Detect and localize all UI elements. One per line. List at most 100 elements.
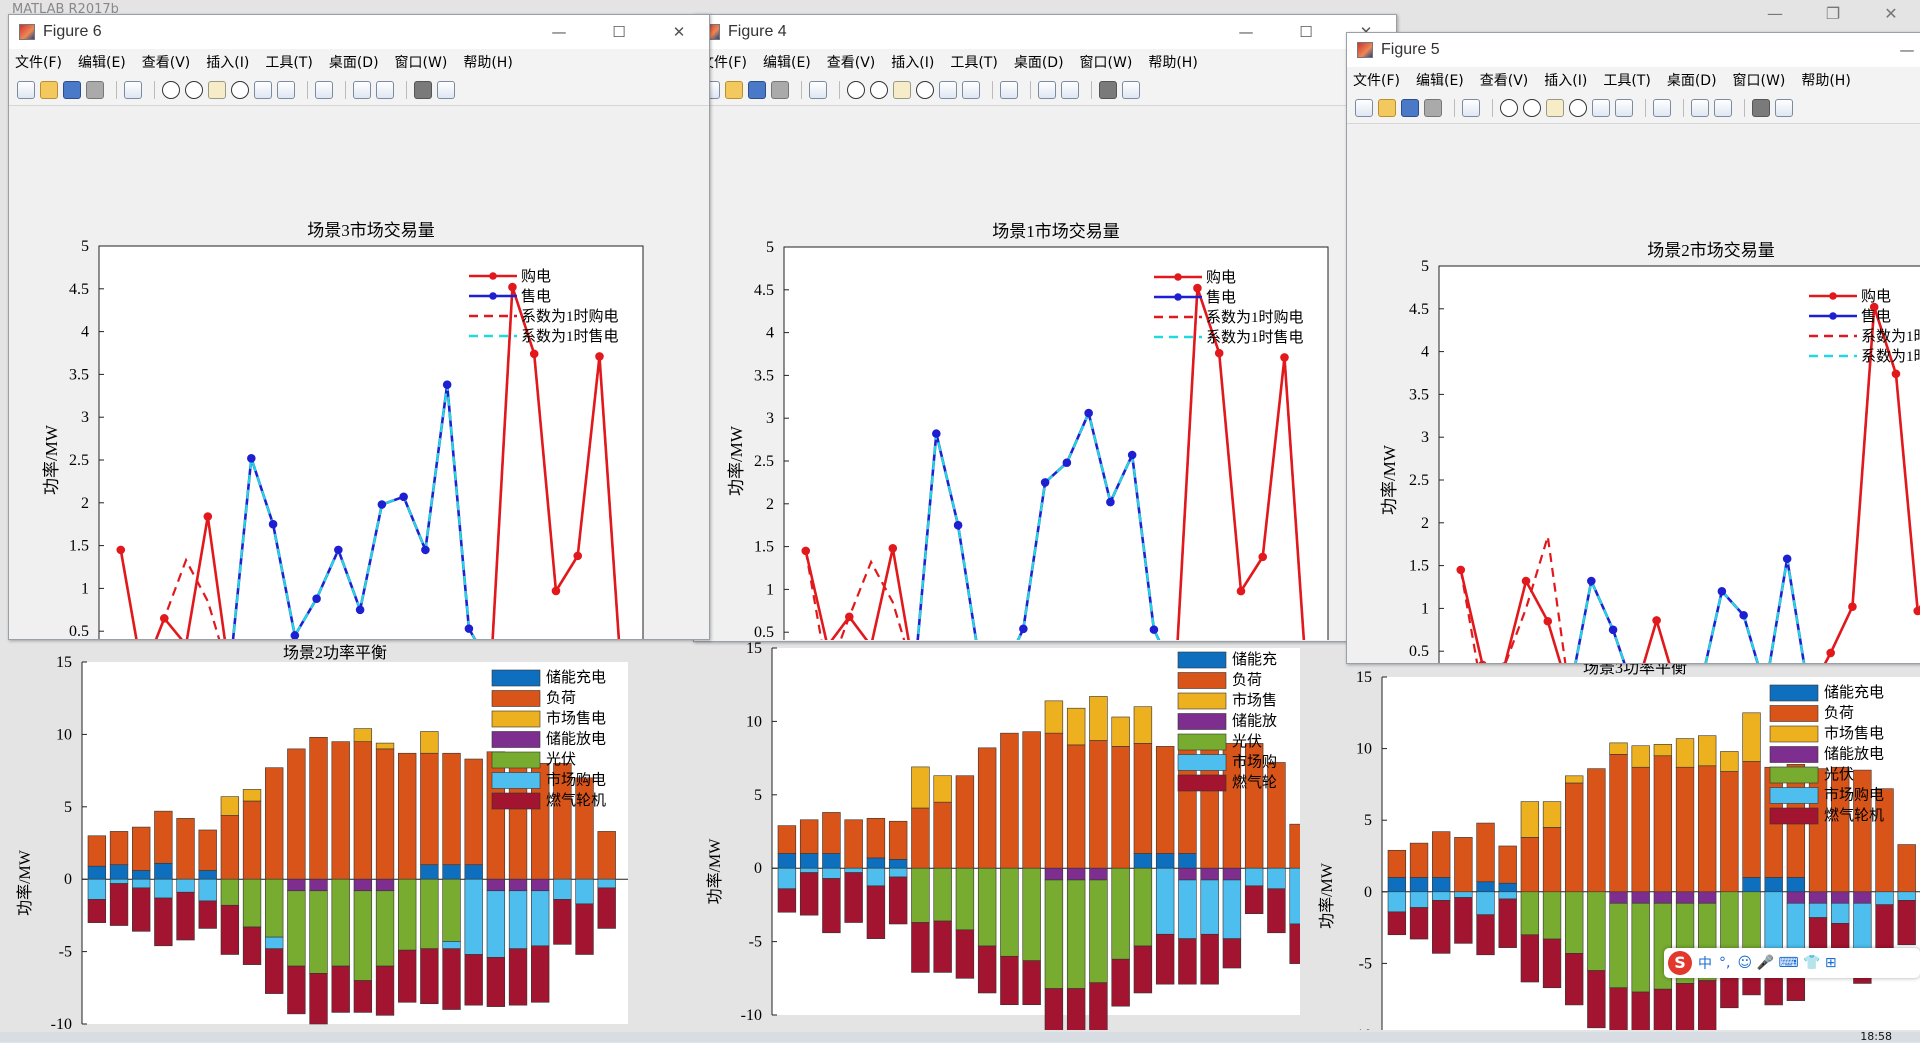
data-cursor-icon[interactable] <box>939 81 957 99</box>
hide-plot-tools-icon[interactable] <box>414 81 432 99</box>
menu-edit[interactable]: 编辑(E) <box>77 55 126 71</box>
edit-plot-icon[interactable] <box>1462 99 1480 117</box>
pan-icon[interactable] <box>893 81 911 99</box>
bar-segment-buy <box>1178 879 1197 939</box>
open-file-icon[interactable] <box>40 81 58 99</box>
minimize-button[interactable]: — <box>1238 23 1254 41</box>
legend-icon[interactable] <box>1061 81 1079 99</box>
menu-help[interactable]: 帮助(H) <box>1148 55 1198 71</box>
show-plot-tools-icon[interactable] <box>437 81 455 99</box>
menu-desktop[interactable]: 桌面(D) <box>1666 73 1717 89</box>
show-plot-tools-icon[interactable] <box>1122 81 1140 99</box>
menu-help[interactable]: 帮助(H) <box>1801 73 1851 89</box>
edit-plot-icon[interactable] <box>809 81 827 99</box>
rotate-icon[interactable] <box>1569 99 1587 117</box>
hide-plot-tools-icon[interactable] <box>1752 99 1770 117</box>
legend-icon[interactable] <box>376 81 394 99</box>
new-figure-icon[interactable] <box>1355 99 1373 117</box>
menu-file[interactable]: 文件(F) <box>700 55 747 71</box>
figure-5-window[interactable]: Figure 5 — 文件(F) 编辑(E) 查看(V) 插入(I) 工具(T)… <box>1346 32 1920 664</box>
save-icon[interactable] <box>1401 99 1419 117</box>
brush-icon[interactable] <box>962 81 980 99</box>
menu-insert[interactable]: 插入(I) <box>206 55 250 71</box>
figure-6-titlebar[interactable]: Figure 6 — ☐ ✕ <box>9 15 709 49</box>
menu-window[interactable]: 窗口(W) <box>1079 55 1133 71</box>
pan-icon[interactable] <box>208 81 226 99</box>
menu-insert[interactable]: 插入(I) <box>891 55 935 71</box>
colorbar-icon[interactable] <box>1038 81 1056 99</box>
brush-icon[interactable] <box>1615 99 1633 117</box>
data-cursor-icon[interactable] <box>254 81 272 99</box>
edit-plot-icon[interactable] <box>124 81 142 99</box>
save-icon[interactable] <box>63 81 81 99</box>
maximize-button[interactable]: ☐ <box>612 23 626 41</box>
menu-insert[interactable]: 插入(I) <box>1544 73 1588 89</box>
open-file-icon[interactable] <box>1378 99 1396 117</box>
print-icon[interactable] <box>771 81 789 99</box>
bar-segment-load <box>154 810 173 864</box>
pan-icon[interactable] <box>1546 99 1564 117</box>
colorbar-icon[interactable] <box>1691 99 1709 117</box>
show-plot-tools-icon[interactable] <box>1775 99 1793 117</box>
data-cursor-icon[interactable] <box>1592 99 1610 117</box>
figure-4-window[interactable]: Figure 4 — ☐ ✕ 文件(F) 编辑(E) 查看(V) 插入(I) 工… <box>693 14 1397 642</box>
menu-tools[interactable]: 工具(T) <box>265 55 313 71</box>
minimize-button[interactable]: — <box>551 23 567 41</box>
zoom-out-icon[interactable] <box>185 81 203 99</box>
rotate-icon[interactable] <box>231 81 249 99</box>
menu-desktop[interactable]: 桌面(D) <box>1013 55 1064 71</box>
ime-tools-icon[interactable]: ☺ 🎤 ⌨ 👕 ⊞ <box>1737 955 1837 971</box>
brush-icon[interactable] <box>277 81 295 99</box>
print-icon[interactable] <box>86 81 104 99</box>
hide-plot-tools-icon[interactable] <box>1099 81 1117 99</box>
rotate-icon[interactable] <box>916 81 934 99</box>
link-plot-icon[interactable] <box>1653 99 1671 117</box>
menu-view[interactable]: 查看(V) <box>1479 73 1529 89</box>
bar-segment-discharge <box>486 878 506 892</box>
data-point <box>1106 497 1115 507</box>
desktop-close-button[interactable]: ✕ <box>1884 4 1898 23</box>
link-plot-icon[interactable] <box>1000 81 1018 99</box>
sogou-logo-icon[interactable]: S <box>1668 951 1692 975</box>
menu-help[interactable]: 帮助(H) <box>463 55 513 71</box>
menu-window[interactable]: 窗口(W) <box>394 55 448 71</box>
open-file-icon[interactable] <box>725 81 743 99</box>
menu-desktop[interactable]: 桌面(D) <box>328 55 379 71</box>
zoom-out-icon[interactable] <box>870 81 888 99</box>
menu-edit[interactable]: 编辑(E) <box>762 55 811 71</box>
minimize-button[interactable]: — <box>1899 41 1915 59</box>
close-button[interactable]: ✕ <box>672 23 686 41</box>
zoom-in-icon[interactable] <box>162 81 180 99</box>
menu-edit[interactable]: 编辑(E) <box>1415 73 1464 89</box>
legend-icon[interactable] <box>1714 99 1732 117</box>
desktop-restore-button[interactable]: ❐ <box>1825 4 1841 23</box>
bar-segment-load <box>109 831 129 866</box>
figure-5-titlebar[interactable]: Figure 5 — <box>1347 33 1920 67</box>
menu-view[interactable]: 查看(V) <box>826 55 876 71</box>
figure-4-titlebar[interactable]: Figure 4 — ☐ ✕ <box>694 15 1396 49</box>
menu-file[interactable]: 文件(F) <box>15 55 62 71</box>
menu-tools[interactable]: 工具(T) <box>1603 73 1651 89</box>
menu-view[interactable]: 查看(V) <box>141 55 191 71</box>
colorbar-icon[interactable] <box>353 81 371 99</box>
zoom-in-icon[interactable] <box>1500 99 1518 117</box>
menu-window[interactable]: 窗口(W) <box>1732 73 1786 89</box>
desktop-minimize-button[interactable]: — <box>1767 4 1783 23</box>
figure-6-window[interactable]: Figure 6 — ☐ ✕ 文件(F) 编辑(E) 查看(V) 插入(I) 工… <box>8 14 710 640</box>
save-icon[interactable] <box>748 81 766 99</box>
ime-mode-toggle[interactable]: 中 <box>1698 956 1712 972</box>
data-point <box>573 551 583 561</box>
menu-file[interactable]: 文件(F) <box>1353 73 1400 89</box>
new-figure-icon[interactable] <box>17 81 35 99</box>
ime-punctuation-toggle[interactable]: °, <box>1719 955 1731 971</box>
legend-label: 系数为1时 <box>1861 328 1920 345</box>
print-icon[interactable] <box>1424 99 1442 117</box>
maximize-button[interactable]: ☐ <box>1299 23 1313 41</box>
link-plot-icon[interactable] <box>315 81 333 99</box>
zoom-in-icon[interactable] <box>847 81 865 99</box>
bar-segment-load <box>1698 765 1717 893</box>
menu-tools[interactable]: 工具(T) <box>950 55 998 71</box>
ime-toolbar[interactable]: S 中 °, ☺ 🎤 ⌨ 👕 ⊞ <box>1664 948 1920 978</box>
zoom-out-icon[interactable] <box>1523 99 1541 117</box>
figure-6-title: Figure 6 <box>43 23 102 40</box>
